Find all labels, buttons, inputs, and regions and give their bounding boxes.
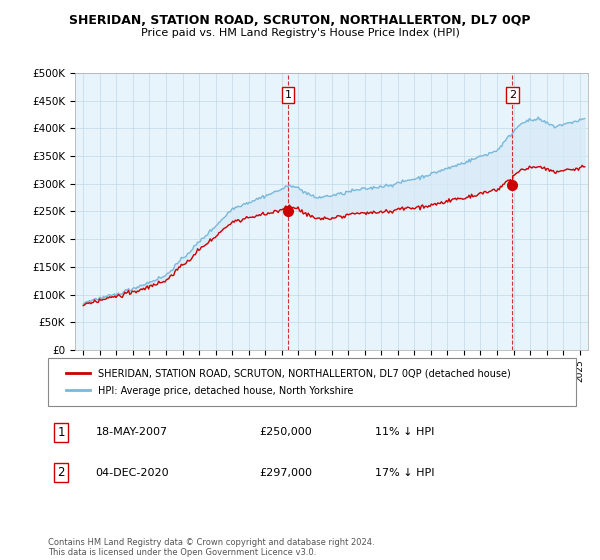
Text: 18-MAY-2007: 18-MAY-2007	[95, 427, 167, 437]
Text: SHERIDAN, STATION ROAD, SCRUTON, NORTHALLERTON, DL7 0QP: SHERIDAN, STATION ROAD, SCRUTON, NORTHAL…	[69, 14, 531, 27]
Legend: SHERIDAN, STATION ROAD, SCRUTON, NORTHALLERTON, DL7 0QP (detached house), HPI: A: SHERIDAN, STATION ROAD, SCRUTON, NORTHAL…	[61, 364, 515, 400]
Text: 2: 2	[58, 466, 65, 479]
Text: £250,000: £250,000	[259, 427, 312, 437]
Text: Contains HM Land Registry data © Crown copyright and database right 2024.
This d: Contains HM Land Registry data © Crown c…	[48, 538, 374, 557]
Text: Price paid vs. HM Land Registry's House Price Index (HPI): Price paid vs. HM Land Registry's House …	[140, 28, 460, 38]
Text: 04-DEC-2020: 04-DEC-2020	[95, 468, 169, 478]
Text: £297,000: £297,000	[259, 468, 312, 478]
Text: 1: 1	[58, 426, 65, 439]
Text: 2: 2	[509, 90, 516, 100]
FancyBboxPatch shape	[48, 358, 576, 406]
Text: 11% ↓ HPI: 11% ↓ HPI	[376, 427, 435, 437]
Text: 1: 1	[284, 90, 292, 100]
Text: 17% ↓ HPI: 17% ↓ HPI	[376, 468, 435, 478]
